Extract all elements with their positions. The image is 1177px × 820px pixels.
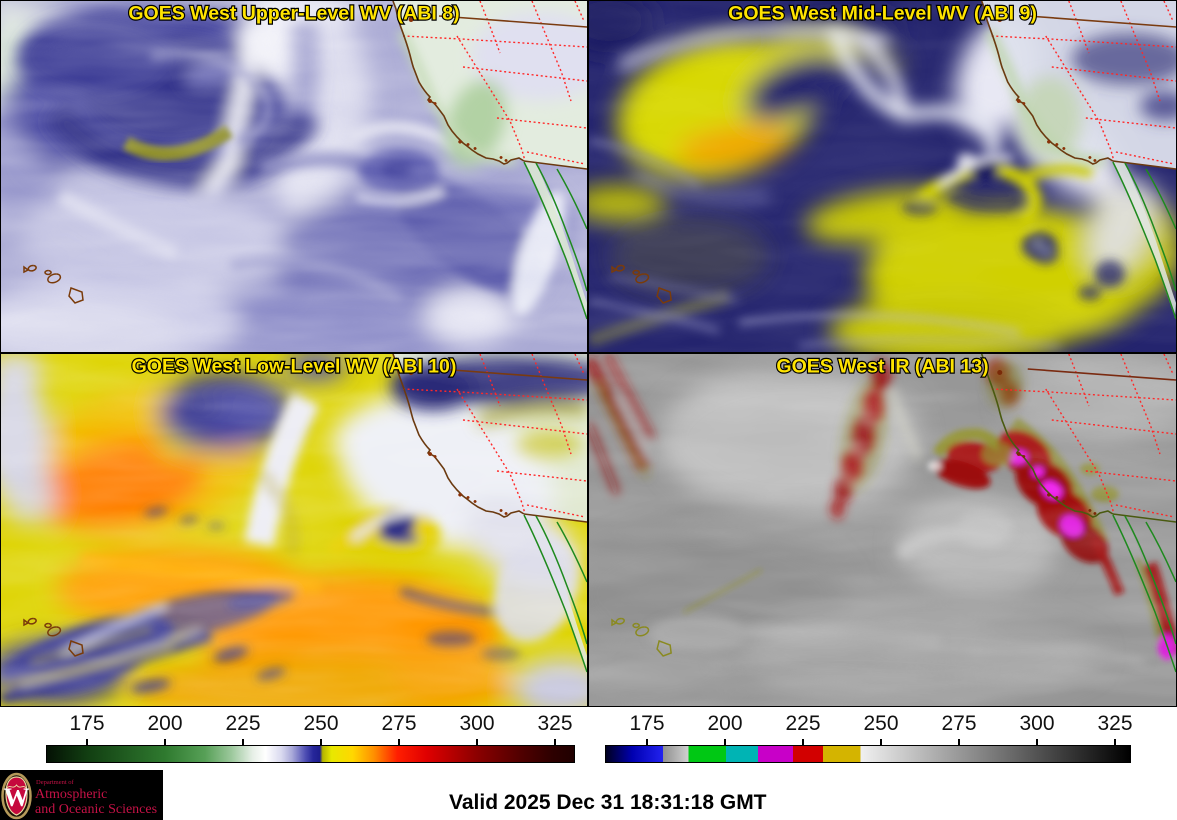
- svg-text:W: W: [4, 783, 30, 812]
- svg-text:and Oceanic Sciences: and Oceanic Sciences: [35, 802, 157, 817]
- svg-text:Department of: Department of: [36, 779, 75, 786]
- svg-text:GOES West Low-Level WV (ABI 10: GOES West Low-Level WV (ABI 10): [132, 356, 457, 378]
- svg-text:GOES West Mid-Level WV (ABI 9): GOES West Mid-Level WV (ABI 9): [728, 3, 1037, 25]
- svg-text:GOES West Upper-Level WV (ABI: GOES West Upper-Level WV (ABI 8): [128, 3, 459, 25]
- svg-text:GOES West IR (ABI 13): GOES West IR (ABI 13): [776, 356, 988, 378]
- svg-text:Atmospheric: Atmospheric: [35, 787, 107, 802]
